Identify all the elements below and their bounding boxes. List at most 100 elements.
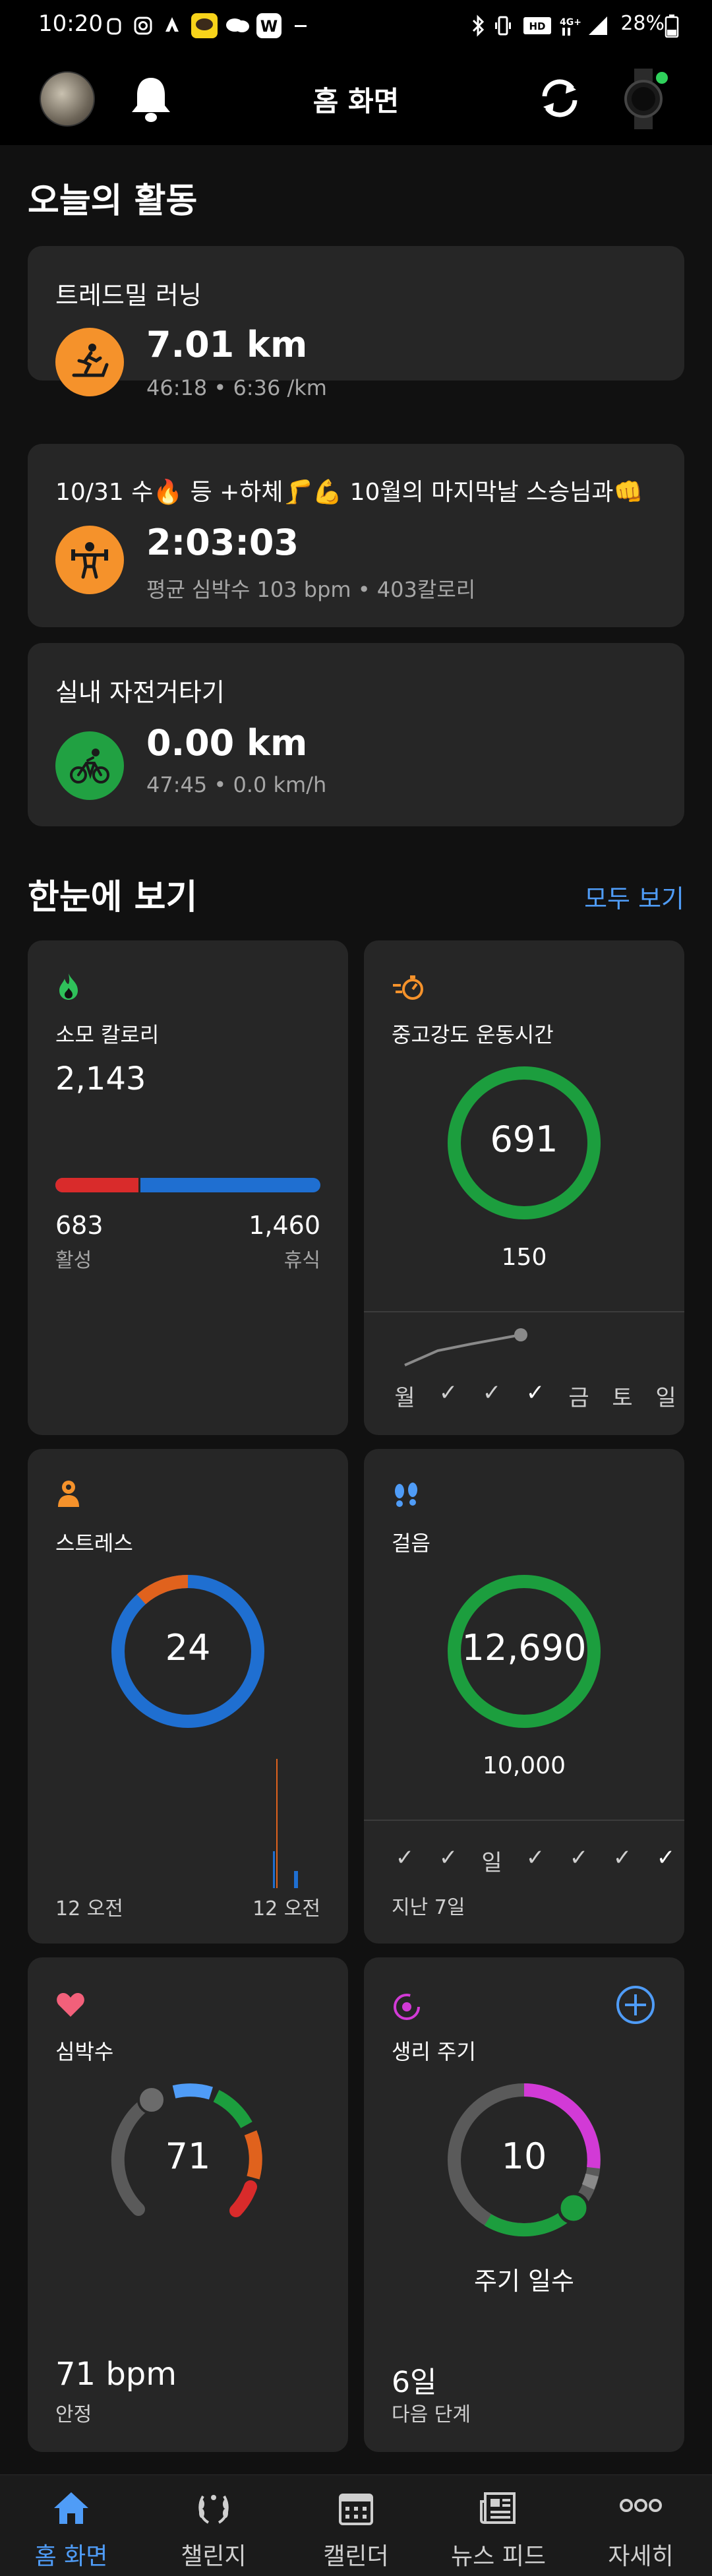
- activity-subtitle: 평균 심박수 103 bpm • 403칼로리: [146, 577, 476, 602]
- heart-icon: [55, 1992, 87, 2019]
- steps-day-2: 일: [481, 1850, 502, 1876]
- activity-subtitle: 47:45 • 0.0 km/h: [146, 772, 327, 797]
- activity-name: 트레드밀 러닝: [55, 281, 202, 310]
- steps-label: 걸음: [392, 1531, 430, 1556]
- watch-icon[interactable]: [620, 67, 672, 131]
- instagram-icon: [132, 15, 154, 37]
- svg-text:4G+: 4G+: [560, 17, 581, 28]
- intensity-day-4: 금: [568, 1385, 589, 1411]
- bottom-tab-bar: 홈 화면 챌린지 캘린더 뉴스 피드 자세히: [0, 2474, 712, 2576]
- steps-day-5: ✓: [612, 1845, 632, 1871]
- newsfeed-icon: [427, 2490, 570, 2529]
- menstrual-cycle-tile[interactable]: 생리 주기 10 주기 일수 6일 다음 단계: [364, 1957, 684, 2452]
- intensity-day-2: ✓: [482, 1380, 502, 1406]
- steps-day-1: ✓: [438, 1845, 458, 1871]
- status-bar: 10:20 W HD 4G+ 28%: [0, 0, 712, 51]
- heart-rate-value: 71: [165, 2135, 211, 2177]
- cycle-caption: 주기 일수: [474, 2267, 574, 2296]
- intensity-goal: 150: [501, 1244, 547, 1271]
- intensity-label: 중고강도 운동시간: [392, 1022, 554, 1047]
- activity-name: 실내 자전거타기: [55, 678, 225, 707]
- activity-card-strength[interactable]: 10/31 수🔥 등 +하체🦵💪 10월의 마지막날 스승님과👊 2:03:03…: [28, 444, 684, 627]
- activity-name: 10/31 수🔥 등 +하체🦵💪 10월의 마지막날 스승님과👊: [55, 479, 643, 506]
- intensity-minutes-tile[interactable]: 중고강도 운동시간 691 150 월 ✓ ✓ ✓ 금 토 일: [364, 940, 684, 1435]
- sync-icon[interactable]: [535, 74, 584, 123]
- heart-rate-label: 심박수: [55, 2039, 114, 2064]
- calories-active-value: 683: [55, 1211, 104, 1240]
- calendar-icon: [285, 2490, 427, 2529]
- activity-card-bike[interactable]: 실내 자전거타기 0.00 km 47:45 • 0.0 km/h: [28, 643, 684, 826]
- cycle-value: 10: [501, 2135, 547, 2177]
- intensity-value: 691: [490, 1119, 558, 1160]
- more-icon: [570, 2490, 712, 2529]
- steps-day-3: ✓: [525, 1845, 545, 1871]
- tab-label: 챌린지: [181, 2543, 247, 2570]
- steps-ring: [448, 1575, 601, 1728]
- heart-rate-gauge: [111, 2083, 262, 2217]
- intensity-ring: [448, 1066, 601, 1219]
- stress-tile[interactable]: 스트레스 24 12 오전 12 오전: [28, 1449, 348, 1944]
- calories-total: 2,143: [55, 1060, 146, 1097]
- calories-tile[interactable]: 소모 칼로리 2,143 683 활성 1,460 휴식: [28, 940, 348, 1435]
- activity-card-treadmill[interactable]: 트레드밀 러닝 7.01 km 46:18 • 6:36 /km: [28, 246, 684, 400]
- intensity-day-0: 월: [394, 1385, 415, 1411]
- page-title: 홈 화면: [312, 85, 400, 117]
- calories-resting-value: 1,460: [249, 1211, 320, 1240]
- heart-rate-bpm: 71 bpm: [55, 2356, 177, 2393]
- see-all-link[interactable]: 모두 보기: [584, 884, 684, 913]
- stress-value: 24: [165, 1627, 211, 1669]
- bluetooth-icon: [469, 15, 487, 37]
- intensity-icon: [392, 973, 429, 1001]
- calories-bar: [55, 1178, 320, 1192]
- tab-calendar[interactable]: 캘린더: [285, 2475, 427, 2576]
- tab-more[interactable]: 자세히: [570, 2475, 712, 2576]
- activity-value: 2:03:03: [146, 522, 299, 563]
- chat-icon: [224, 15, 251, 37]
- tab-home[interactable]: 홈 화면: [0, 2475, 142, 2576]
- vibrate-icon: [493, 15, 513, 37]
- add-cycle-button[interactable]: [614, 1984, 657, 2026]
- battery-percent: 28%: [620, 12, 665, 35]
- battery-icon: [663, 15, 680, 38]
- cycle-label: 생리 주기: [392, 2039, 476, 2064]
- stress-label: 스트레스: [55, 1531, 133, 1556]
- cycle-next-label: 다음 단계: [392, 2403, 471, 2426]
- intensity-week-days: 월 ✓ ✓ ✓ 금 토 일: [392, 1380, 676, 1413]
- flame-icon: [55, 972, 83, 1001]
- home-icon: [0, 2490, 142, 2529]
- bell-icon[interactable]: [129, 74, 175, 125]
- stress-icon: [55, 1478, 82, 1511]
- kakao-icon: [191, 13, 218, 38]
- intensity-day-6: 일: [655, 1385, 676, 1411]
- tab-label: 자세히: [608, 2543, 674, 2570]
- intensity-trend-line: [404, 1328, 527, 1366]
- avatar[interactable]: [40, 71, 95, 127]
- tab-challenges[interactable]: 챌린지: [142, 2475, 285, 2576]
- app-header: 홈 화면: [0, 51, 712, 145]
- lte-icon: 4G+: [559, 15, 585, 37]
- steps-footer: 지난 7일: [392, 1896, 465, 1919]
- heart-rate-tile[interactable]: 심박수 71 71 bpm 안정: [28, 1957, 348, 2452]
- steps-week-days: ✓ ✓ 일 ✓ ✓ ✓ ✓: [392, 1845, 676, 1878]
- divider: [364, 1311, 684, 1312]
- activity-value: 7.01 km: [146, 324, 308, 365]
- steps-tile[interactable]: 걸음 12,690 10,000 ✓ ✓ 일 ✓ ✓ ✓ ✓ 지난 7일: [364, 1449, 684, 1944]
- steps-day-0: ✓: [395, 1845, 415, 1871]
- steps-day-6: ✓: [656, 1845, 676, 1871]
- steps-day-4: ✓: [569, 1845, 589, 1871]
- tab-label: 뉴스 피드: [451, 2543, 546, 2570]
- wifi-hd-icon: HD: [521, 15, 554, 37]
- intensity-day-1: ✓: [438, 1380, 458, 1406]
- strava-icon: [161, 15, 183, 37]
- glance-section-title: 한눈에 보기: [28, 878, 198, 917]
- intensity-day-3: ✓: [525, 1380, 545, 1406]
- tab-newsfeed[interactable]: 뉴스 피드: [427, 2475, 570, 2576]
- tab-label: 캘린더: [323, 2543, 389, 2570]
- calories-label: 소모 칼로리: [55, 1022, 160, 1047]
- today-section-title: 오늘의 활동: [28, 181, 198, 221]
- status-time: 10:20: [38, 11, 103, 37]
- activity-value: 0.00 km: [146, 722, 308, 764]
- cycle-icon: [392, 1992, 422, 2022]
- steps-value: 12,690: [461, 1627, 587, 1669]
- more-dots-icon: [294, 15, 307, 37]
